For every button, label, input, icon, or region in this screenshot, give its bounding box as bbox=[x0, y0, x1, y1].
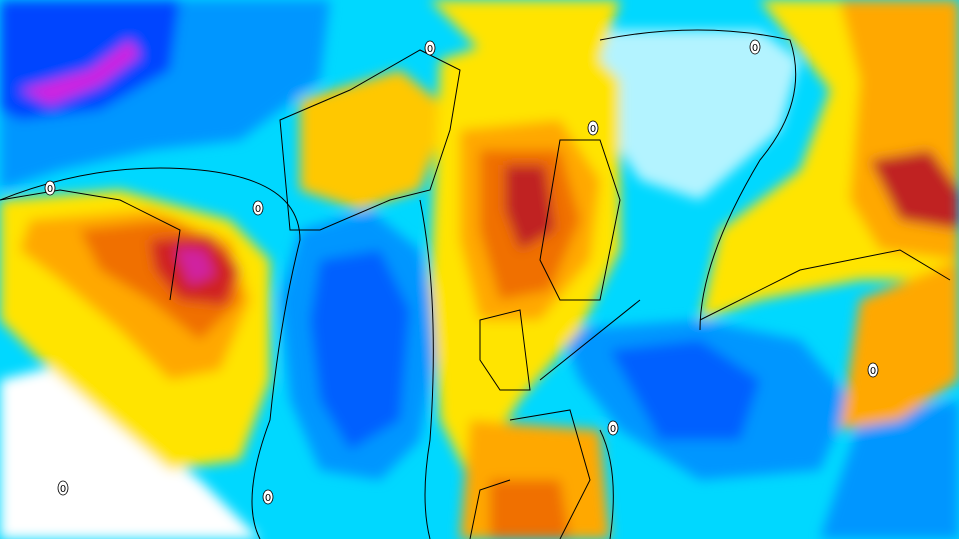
contour-labels: 0 0 0 0 0 0 0 0 0 bbox=[44, 39, 879, 505]
contour-label-box bbox=[749, 39, 761, 55]
contour-label-box bbox=[262, 489, 274, 505]
contour-label: 0 bbox=[255, 204, 261, 215]
contour-label: 0 bbox=[752, 43, 758, 54]
contour-label-box bbox=[252, 200, 264, 216]
contour-label-box bbox=[867, 362, 879, 378]
contour-label-box bbox=[44, 180, 56, 196]
contour-label-box bbox=[607, 420, 619, 436]
contour-label-box bbox=[57, 480, 69, 496]
contour-label-box bbox=[424, 40, 436, 56]
contour-label: 0 bbox=[60, 484, 66, 495]
contour-label: 0 bbox=[427, 44, 433, 55]
coastlines bbox=[0, 49, 951, 539]
zero-contour bbox=[0, 29, 797, 539]
contour-label: 0 bbox=[610, 424, 616, 435]
contour-label: 0 bbox=[590, 124, 596, 135]
contour-label: 0 bbox=[265, 493, 271, 504]
contour-label-box bbox=[587, 120, 599, 136]
contour-label: 0 bbox=[47, 184, 53, 195]
contour-label: 0 bbox=[870, 366, 876, 377]
